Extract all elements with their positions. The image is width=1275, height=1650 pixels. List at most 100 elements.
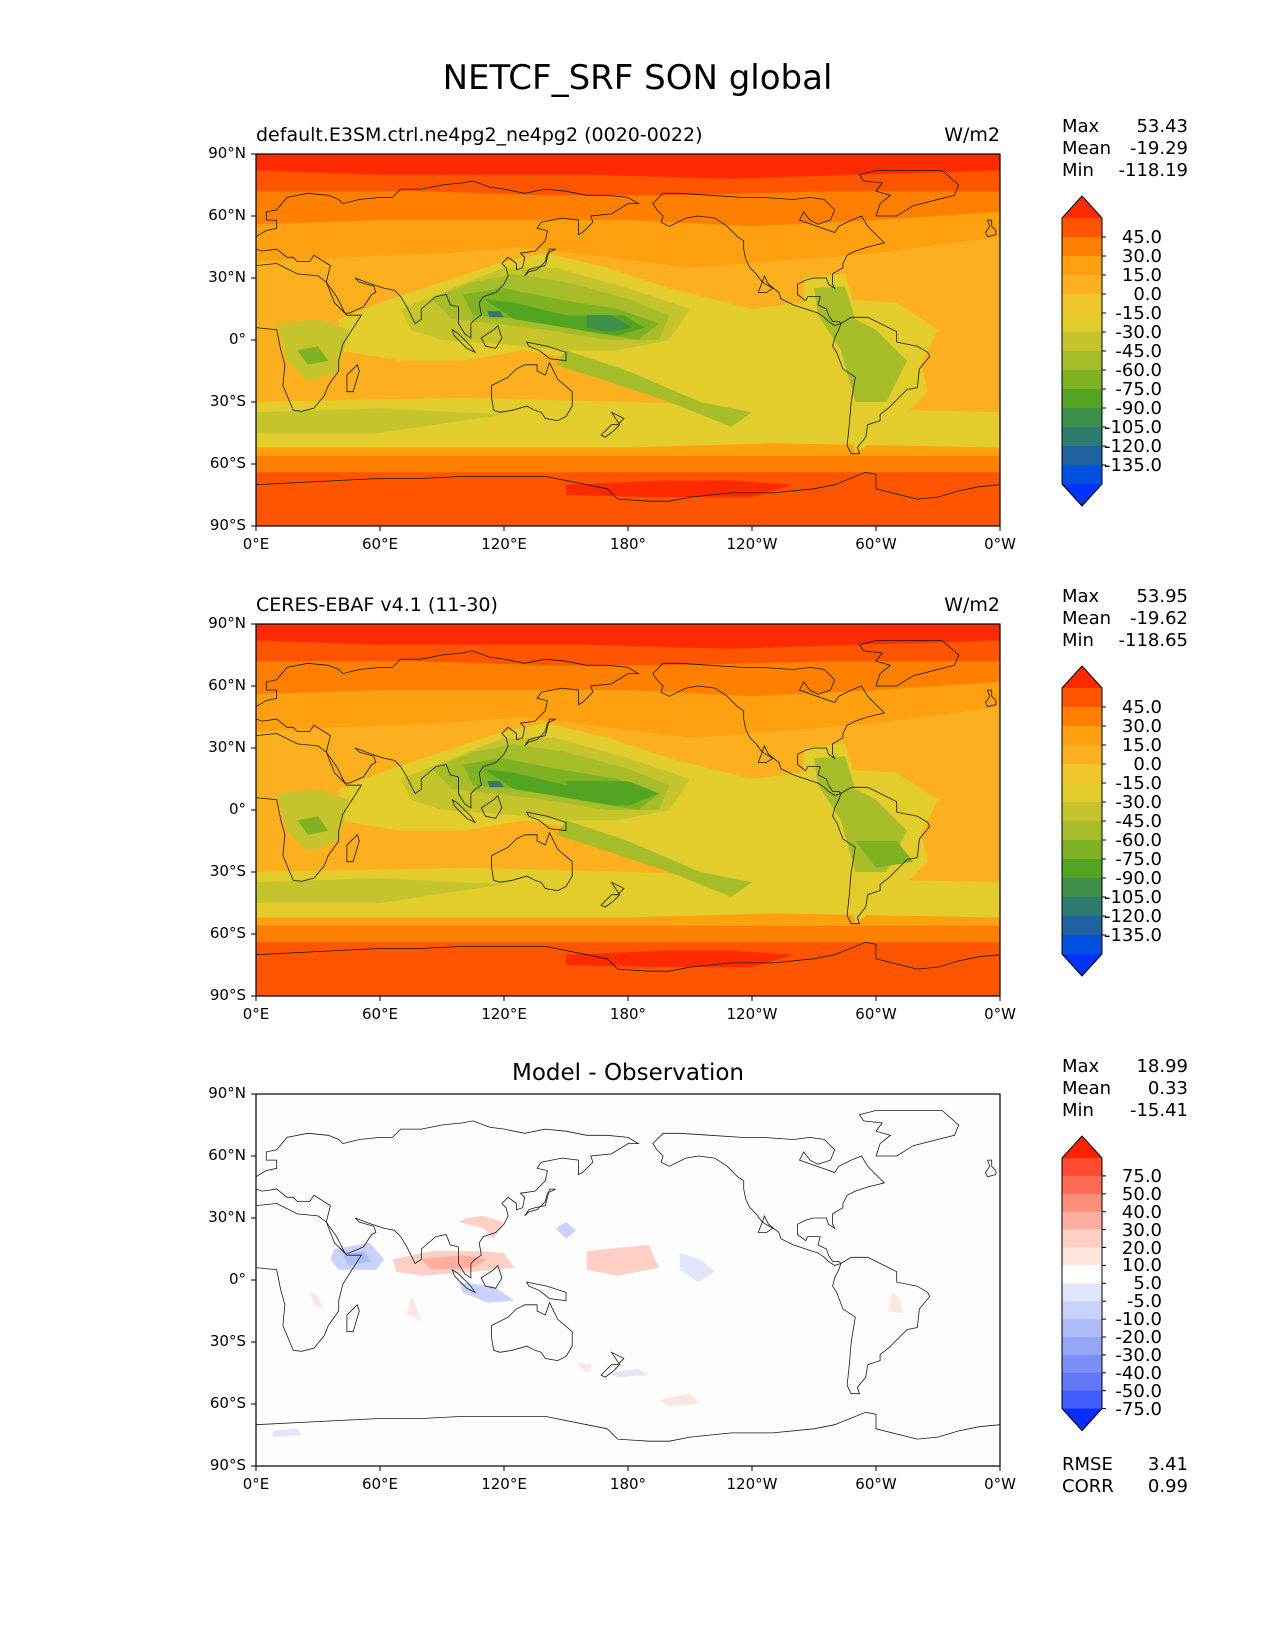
coastline-australia bbox=[491, 831, 573, 892]
field-contour-region bbox=[256, 878, 504, 903]
colorbar-label: -10.0 bbox=[1115, 1309, 1162, 1331]
coastline-eurasia bbox=[256, 1120, 640, 1279]
colorbar-extend-bottom bbox=[1062, 954, 1102, 976]
colorbar-label: -45.0 bbox=[1115, 341, 1162, 362]
colorbar-label: 0.0 bbox=[1133, 284, 1162, 305]
lon-tick-label: 60°E bbox=[361, 535, 399, 553]
stat-value-mean: 0.33 bbox=[1147, 1078, 1188, 1099]
colorbar-segment bbox=[1062, 1337, 1102, 1356]
lat-tick-label: 90°N bbox=[208, 144, 246, 162]
lat-tick-label: 90°N bbox=[208, 614, 246, 632]
diff-contour-region bbox=[659, 1393, 701, 1407]
lat-tick-label: 30°N bbox=[208, 268, 246, 286]
colorbar-label: -90.0 bbox=[1115, 398, 1162, 419]
lon-tick-label: 0°W bbox=[984, 535, 1016, 553]
colorbar-label: -30.0 bbox=[1115, 1344, 1162, 1366]
coastline-eurasia bbox=[256, 650, 640, 809]
colorbar-segment bbox=[1062, 726, 1102, 746]
colorbar-label: 40.0 bbox=[1121, 1201, 1162, 1223]
coastline-japan bbox=[524, 718, 556, 747]
diff-contour-region bbox=[576, 1362, 593, 1373]
coastline-britain bbox=[985, 689, 997, 708]
coastline-britain bbox=[985, 1159, 997, 1178]
colorbar-segment bbox=[1062, 1283, 1102, 1302]
colorbar-segment bbox=[1062, 370, 1102, 390]
coastline-sumatra bbox=[451, 328, 477, 354]
colorbar-segment bbox=[1062, 1229, 1102, 1248]
lon-tick-label: 60°W bbox=[855, 1005, 897, 1023]
colorbar-label: 15.0 bbox=[1121, 265, 1162, 286]
colorbar-label: 20.0 bbox=[1121, 1237, 1162, 1259]
field-contour-region bbox=[555, 820, 752, 897]
colorbar-label: -75.0 bbox=[1115, 1398, 1162, 1420]
colorbar-extend-bottom bbox=[1062, 484, 1102, 506]
diff-contour-region bbox=[555, 1222, 577, 1239]
stat-label-min: Min bbox=[1062, 630, 1094, 651]
lon-tick-label: 0°E bbox=[242, 535, 270, 553]
lon-tick-label: 180° bbox=[609, 535, 647, 553]
field-contour-region bbox=[586, 315, 633, 332]
colorbar-label: 75.0 bbox=[1121, 1165, 1162, 1187]
field-contour-region bbox=[487, 311, 504, 318]
panel-units: W/m2 bbox=[944, 124, 1000, 146]
corr-label: CORR bbox=[1062, 1476, 1114, 1497]
colorbar-segment bbox=[1062, 916, 1102, 936]
coastline-britain bbox=[985, 219, 997, 238]
coastline-newzealand bbox=[600, 411, 625, 438]
lon-tick-label: 60°E bbox=[361, 1475, 399, 1493]
coastline-samerica bbox=[832, 786, 931, 925]
coastline-samerica bbox=[832, 316, 931, 455]
coastline-borneo bbox=[480, 324, 503, 349]
colorbar-label: -30.0 bbox=[1115, 792, 1162, 813]
colorbar-label: -15.0 bbox=[1115, 773, 1162, 794]
stat-label-max: Max bbox=[1062, 1056, 1100, 1077]
lat-tick-label: 60°S bbox=[209, 924, 246, 942]
stat-value-max: 53.95 bbox=[1136, 586, 1188, 607]
lon-tick-label: 0°W bbox=[984, 1475, 1016, 1493]
coastline-madagascar bbox=[346, 834, 360, 863]
colorbar-label: -75.0 bbox=[1115, 379, 1162, 400]
lat-tick-label: 60°N bbox=[208, 676, 246, 694]
coastline-antarctica bbox=[256, 1411, 1000, 1466]
coastline-samerica bbox=[832, 1256, 931, 1395]
panel-title-center: Model - Observation bbox=[511, 1060, 745, 1086]
coastline-borneo bbox=[480, 1264, 503, 1289]
colorbar-segment bbox=[1062, 1354, 1102, 1374]
diff-contour-region bbox=[458, 1282, 515, 1303]
field-contour-region bbox=[566, 781, 659, 806]
stat-label-min: Min bbox=[1062, 160, 1094, 181]
field-contour-region bbox=[297, 816, 329, 835]
diff-contour-region bbox=[888, 1292, 903, 1314]
coastline-greenland bbox=[858, 170, 960, 217]
field-contour-region bbox=[256, 497, 1000, 526]
lat-tick-label: 90°S bbox=[209, 516, 246, 534]
colorbar-model bbox=[1061, 195, 1106, 507]
stat-value-max: 18.99 bbox=[1136, 1056, 1188, 1077]
rmse-label: RMSE bbox=[1062, 1454, 1113, 1475]
colorbar-label: 30.0 bbox=[1121, 246, 1162, 267]
lon-tick-label: 120°E bbox=[481, 535, 527, 553]
colorbar-label: 0.0 bbox=[1133, 754, 1162, 775]
colorbar-label: -40.0 bbox=[1115, 1362, 1162, 1384]
colorbar-segment bbox=[1062, 859, 1102, 879]
map-panel-model bbox=[251, 153, 1106, 531]
colorbar-label: -50.0 bbox=[1115, 1380, 1162, 1402]
colorbar-segment bbox=[1062, 688, 1102, 708]
diff-contour-region bbox=[607, 1368, 649, 1378]
colorbar-label: 30.0 bbox=[1121, 716, 1162, 737]
colorbar-segment bbox=[1062, 1372, 1102, 1392]
lat-tick-label: 30°S bbox=[209, 1332, 246, 1350]
stat-label-mean: Mean bbox=[1062, 138, 1112, 159]
coastline-eurasia bbox=[256, 180, 640, 339]
colorbar-segment bbox=[1062, 1193, 1102, 1213]
field-contour-region bbox=[555, 350, 752, 427]
coastline-borneo bbox=[480, 794, 503, 819]
field-contour-region bbox=[256, 154, 1000, 179]
coastline-antarctica bbox=[256, 471, 1000, 526]
colorbar-label: 45.0 bbox=[1121, 227, 1162, 248]
coastline-africa bbox=[256, 263, 363, 412]
colorbar-label: -45.0 bbox=[1115, 811, 1162, 832]
colorbar-obs bbox=[1061, 665, 1106, 977]
colorbar-segment bbox=[1062, 1265, 1102, 1284]
